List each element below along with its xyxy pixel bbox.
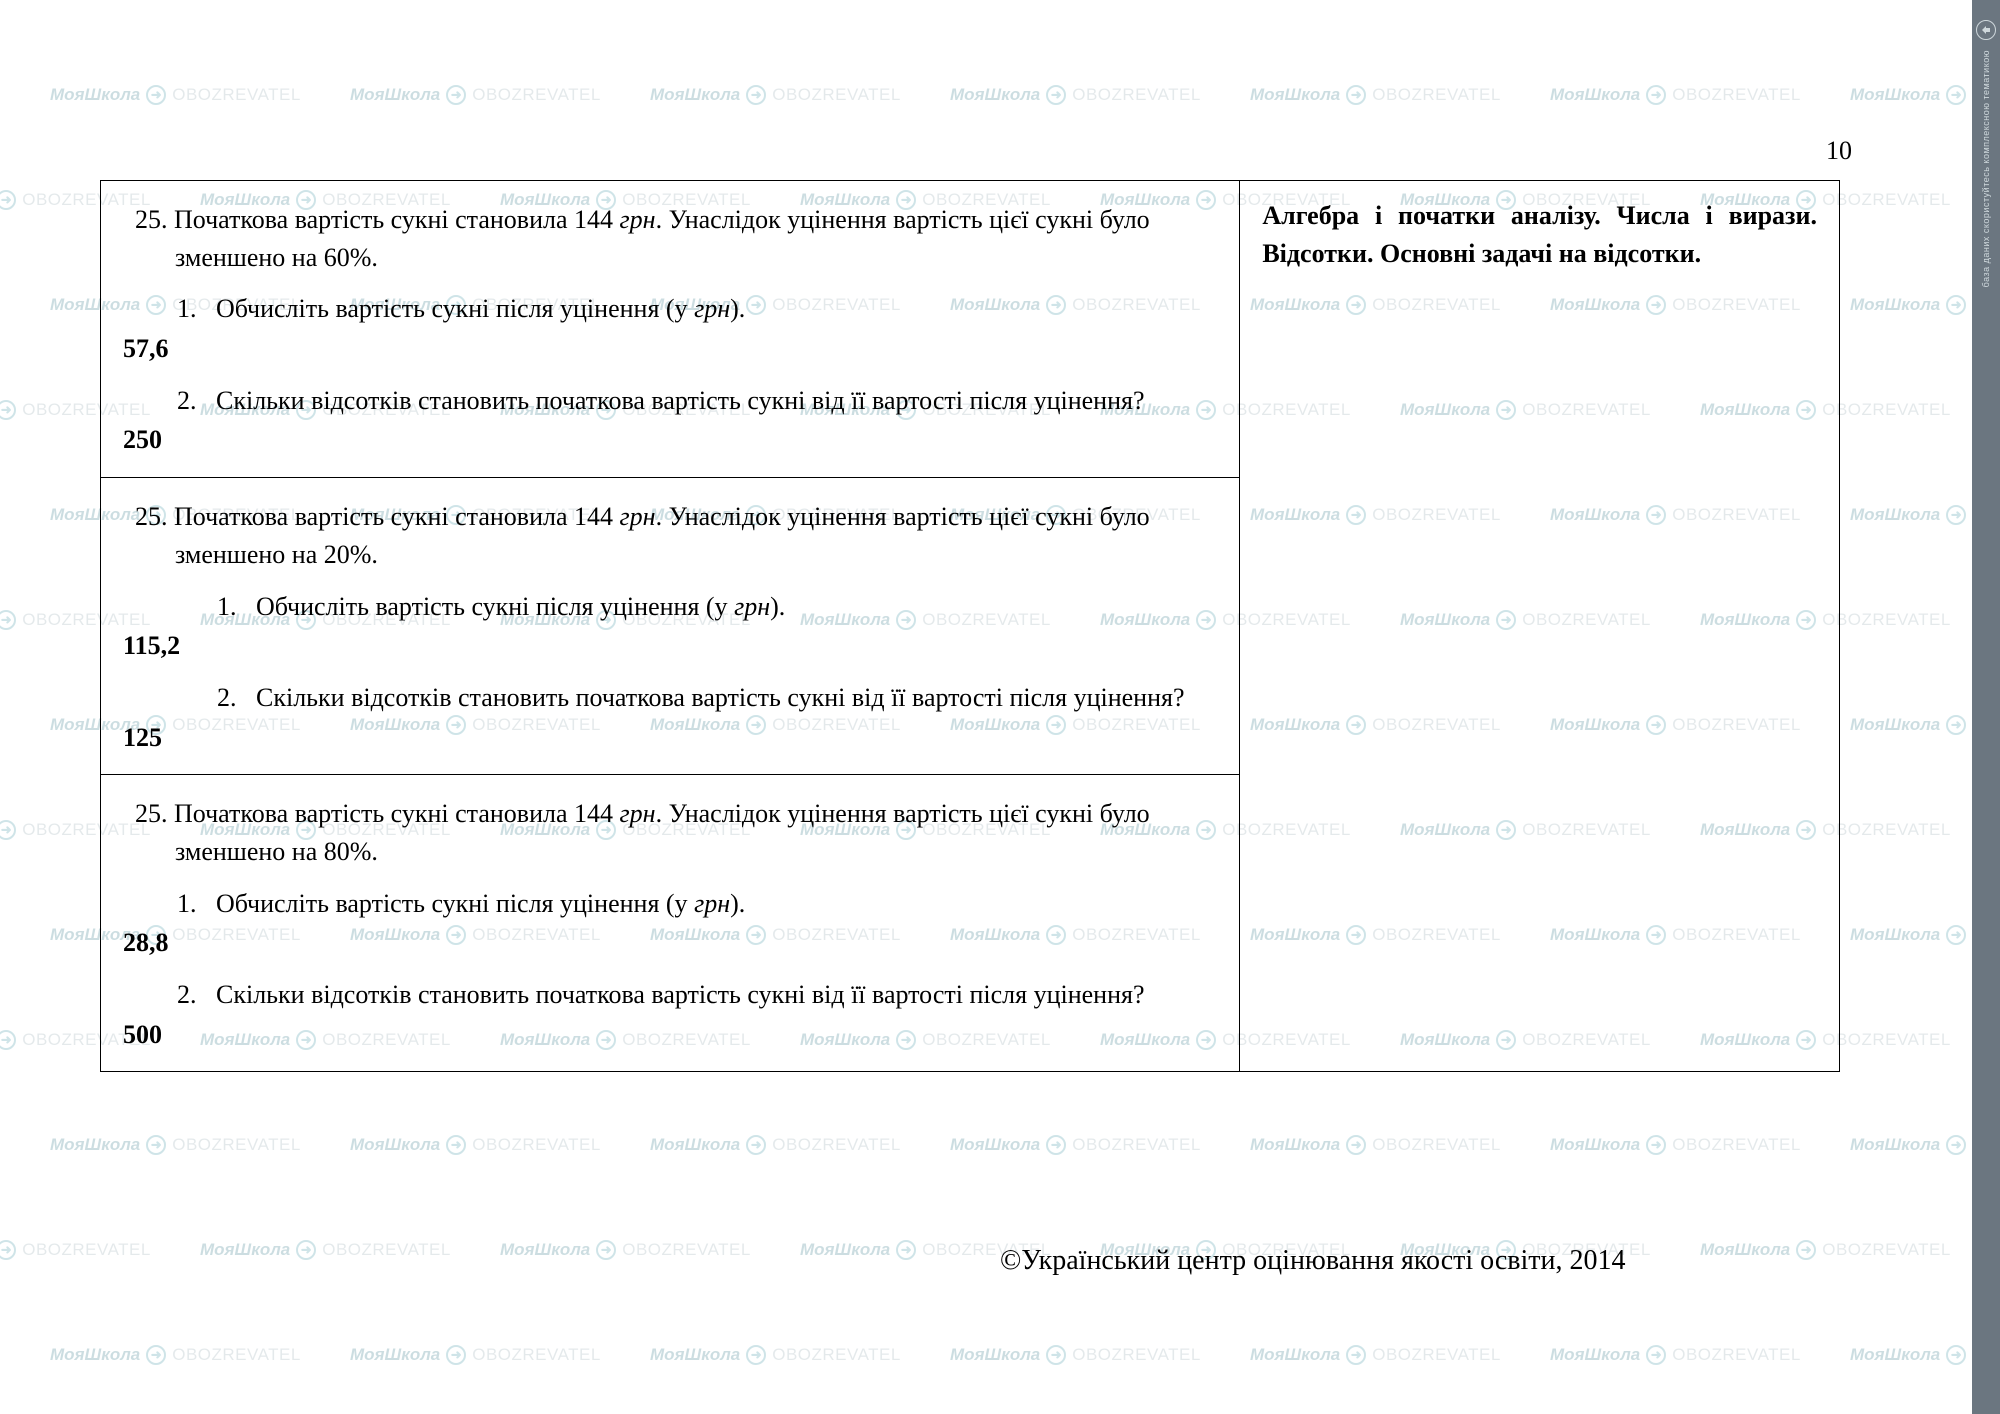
- watermark-item: МояШкола➜OBOZREVATEL: [200, 1240, 451, 1260]
- subitem-number: 2.: [177, 980, 197, 1009]
- problem-number: 25.: [135, 502, 168, 531]
- subitem-number: 1.: [177, 889, 197, 918]
- answer-value: 250: [123, 421, 1217, 459]
- answer-value: 57,6: [123, 330, 1217, 368]
- watermark-item: МояШкола➜OBOZREVATEL: [1700, 1240, 1951, 1260]
- watermark-item: МояШкола➜OBOZREVATEL: [50, 1345, 301, 1365]
- watermark-item: МояШкола➜OBOZREVATEL: [1250, 1345, 1501, 1365]
- answer-value: 500: [123, 1016, 1217, 1054]
- category-heading: Алгебра і початки аналізу. Числа і вираз…: [1262, 197, 1817, 272]
- subitem-text: Скільки відсотків становить початкова ва…: [216, 386, 1144, 415]
- watermark-item: МояШкола➜OBOZREVATEL: [650, 1135, 901, 1155]
- answer-value: 115,2: [123, 627, 1217, 665]
- watermark-item: МояШкола➜OBOZREVATEL: [500, 1240, 751, 1260]
- watermark-item: МояШкола➜OBOZREVATEL: [1550, 1135, 1801, 1155]
- watermark-item: МояШкола➜OBOZREVATEL: [0, 1240, 151, 1260]
- subitem-text: Скільки відсотків становить початкова ва…: [216, 980, 1144, 1009]
- strip-logo-icon: [1976, 20, 1996, 40]
- subitem-number: 1.: [177, 294, 197, 323]
- subitem-text: Скільки відсотків становить початкова ва…: [256, 683, 1184, 712]
- problem-number: 25.: [135, 799, 168, 828]
- subitem-text: Обчисліть вартість сукні після уцінення …: [216, 889, 745, 918]
- problem-intro: Початкова вартість сукні становила 144 г…: [174, 799, 1150, 866]
- problems-table: 25. Початкова вартість сукні становила 1…: [100, 180, 1840, 1072]
- watermark-item: МояШкола➜OBOZREVATEL: [1550, 1345, 1801, 1365]
- strip-vertical-text: база даних скористуйтесь комплексною тем…: [1981, 50, 1991, 287]
- subitem-text: Обчисліть вартість сукні після уцінення …: [216, 294, 745, 323]
- subitem-number: 1.: [217, 592, 237, 621]
- answer-value: 28,8: [123, 924, 1217, 962]
- category-cell: Алгебра і початки аналізу. Числа і вираз…: [1240, 181, 1840, 1072]
- watermark-item: МояШкола➜OBOZREVATEL: [1250, 1135, 1501, 1155]
- subitem-number: 2.: [217, 683, 237, 712]
- watermark-item: МояШкола➜OBOZREVATEL: [950, 1345, 1201, 1365]
- subitem-number: 2.: [177, 386, 197, 415]
- problem-cell-3: 25. Початкова вартість сукні становила 1…: [101, 775, 1240, 1072]
- watermark-item: МояШкола➜OBOZREVATEL: [650, 1345, 901, 1365]
- watermark-item: МояШкола➜OBOZREVATEL: [350, 1135, 601, 1155]
- problem-intro: Початкова вартість сукні становила 144 г…: [174, 502, 1150, 569]
- problem-cell-2: 25. Початкова вартість сукні становила 1…: [101, 478, 1240, 775]
- subitem-text: Обчисліть вартість сукні після уцінення …: [256, 592, 785, 621]
- page-content: 25. Початкова вартість сукні становила 1…: [0, 0, 2000, 1122]
- footer-copyright: ©Український центр оцінювання якості осв…: [1000, 1245, 1626, 1277]
- watermark-item: МояШкола➜OBOZREVATEL: [50, 1135, 301, 1155]
- problem-number: 25.: [135, 205, 168, 234]
- answer-value: 125: [123, 719, 1217, 757]
- watermark-item: МояШкола➜OBOZREVATEL: [350, 1345, 601, 1365]
- watermark-item: МояШкола➜OBOZREVATEL: [950, 1135, 1201, 1155]
- problem-intro: Початкова вартість сукні становила 144 г…: [174, 205, 1150, 272]
- right-sidebar-strip: база даних скористуйтесь комплексною тем…: [1972, 0, 2000, 1414]
- problem-cell-1: 25. Початкова вартість сукні становила 1…: [101, 181, 1240, 478]
